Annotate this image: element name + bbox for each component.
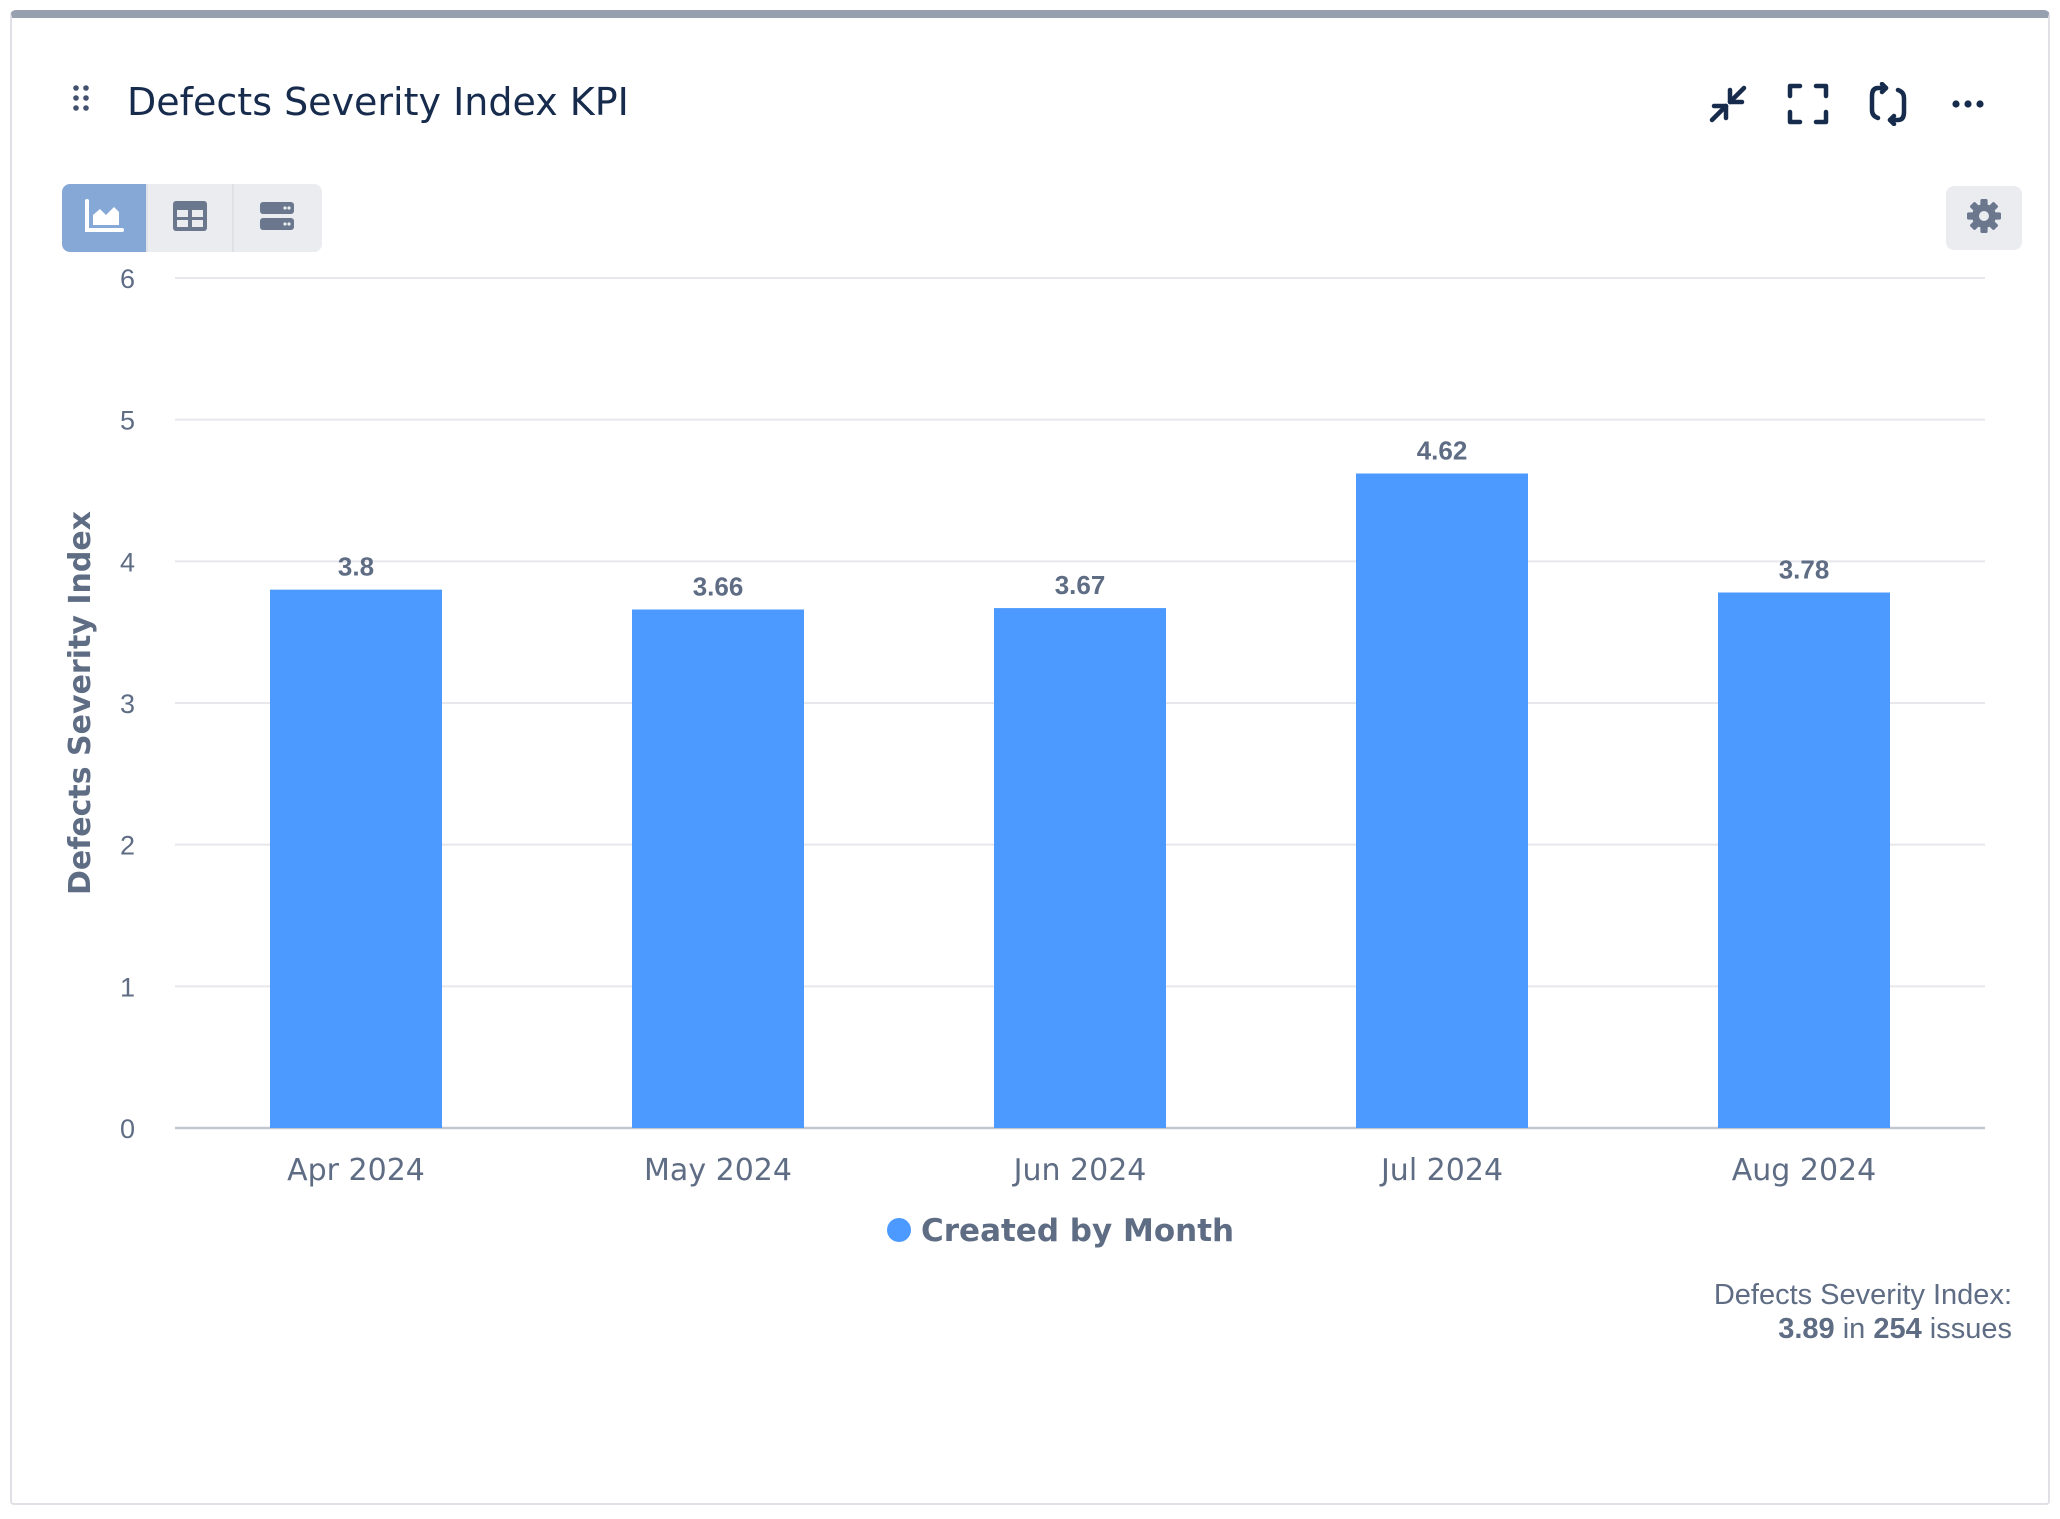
drag-handle-icon[interactable]	[72, 84, 92, 114]
list-view-button[interactable]	[234, 184, 320, 252]
bar	[632, 609, 804, 1128]
data-label: 4.62	[1417, 436, 1468, 466]
chart-view-button[interactable]	[62, 184, 148, 252]
more-options-button[interactable]	[1942, 80, 1994, 132]
summary-value: 3.89	[1778, 1313, 1835, 1345]
view-toggle	[62, 184, 322, 252]
refresh-button[interactable]	[1862, 80, 1914, 132]
y-tick-label: 6	[120, 264, 135, 294]
data-label: 3.78	[1779, 555, 1830, 585]
y-tick-label: 4	[120, 547, 135, 577]
y-tick-label: 5	[120, 406, 135, 436]
x-tick-label: Aug 2024	[1732, 1153, 1876, 1188]
page-title: Defects Severity Index KPI	[127, 80, 629, 124]
x-tick-label: May 2024	[644, 1153, 792, 1188]
y-tick-label: 2	[120, 831, 135, 861]
y-axis-label: Defects Severity Index	[63, 511, 98, 895]
x-tick-label: Jul 2024	[1379, 1153, 1503, 1188]
summary-line: 3.89 in 254 issues	[1714, 1312, 2012, 1346]
bar	[994, 608, 1166, 1128]
refresh-icon	[1866, 81, 1910, 131]
fullscreen-button[interactable]	[1782, 80, 1834, 132]
more-options-icon	[1946, 82, 1990, 131]
y-tick-label: 1	[120, 972, 135, 1002]
summary-unit: issues	[1929, 1313, 2012, 1345]
table-view-icon	[171, 199, 209, 238]
data-label: 3.66	[693, 572, 744, 602]
data-label: 3.8	[338, 552, 374, 582]
table-view-button[interactable]	[148, 184, 234, 252]
collapse-button[interactable]	[1702, 80, 1754, 132]
y-tick-label: 0	[120, 1114, 135, 1144]
kpi-summary: Defects Severity Index: 3.89 in 254 issu…	[1714, 1278, 2012, 1346]
bar	[270, 589, 442, 1128]
y-tick-label: 3	[120, 689, 135, 719]
bar	[1718, 592, 1890, 1128]
x-tick-label: Jun 2024	[1012, 1153, 1147, 1188]
legend-label: Created by Month	[921, 1213, 1234, 1249]
data-label: 3.67	[1055, 570, 1106, 600]
fullscreen-icon	[1786, 82, 1830, 131]
chart-view-icon	[84, 198, 124, 238]
bar	[1356, 473, 1528, 1128]
summary-in: in	[1842, 1313, 1866, 1345]
gear-icon	[1966, 198, 2002, 239]
list-view-icon	[258, 199, 296, 238]
summary-count: 254	[1873, 1313, 1922, 1345]
settings-button[interactable]	[1946, 186, 2022, 250]
summary-label: Defects Severity Index:	[1713, 1279, 2012, 1311]
legend-marker	[887, 1218, 911, 1242]
x-tick-label: Apr 2024	[287, 1153, 425, 1188]
collapse-icon	[1706, 82, 1750, 131]
